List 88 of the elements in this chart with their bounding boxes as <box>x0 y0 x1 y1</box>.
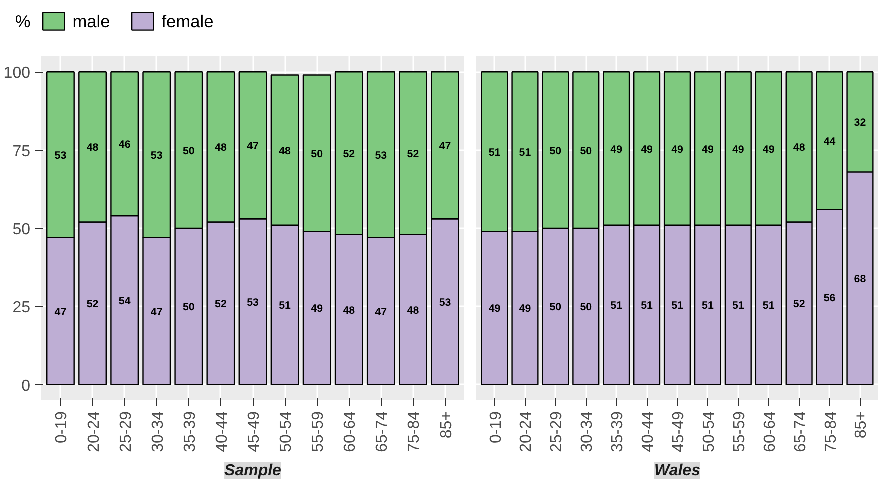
x-tick-label: 25-29 <box>118 411 135 452</box>
data-label: 48 <box>86 142 99 154</box>
data-label: 52 <box>86 298 99 311</box>
data-label: 51 <box>762 300 775 312</box>
x-tick-label: 55-59 <box>731 411 748 452</box>
data-label: 53 <box>375 150 388 162</box>
data-label: 51 <box>702 300 714 312</box>
data-label: 50 <box>580 302 592 314</box>
data-label: 52 <box>407 148 420 160</box>
data-label: 44 <box>824 136 836 148</box>
legend-title: % <box>15 12 31 32</box>
x-tick-label: 60-64 <box>762 411 779 452</box>
data-label: 47 <box>439 140 452 153</box>
x-tick-label: 50-54 <box>278 411 296 452</box>
data-label: 50 <box>550 302 562 314</box>
data-label: 53 <box>150 150 163 162</box>
data-label: 51 <box>488 146 501 159</box>
x-tick-label: 75-84 <box>406 411 424 452</box>
data-label: 53 <box>54 150 67 162</box>
data-label: 49 <box>519 303 532 316</box>
data-label: 48 <box>215 142 227 154</box>
x-tick-label: 30-34 <box>150 411 167 452</box>
data-label: 49 <box>610 144 623 156</box>
data-label: 51 <box>519 146 532 159</box>
data-label: 48 <box>343 304 356 317</box>
x-tick-label: 40-44 <box>214 411 231 452</box>
x-tick-label: 45-49 <box>246 411 263 452</box>
y-tick-label: 50 <box>12 222 31 238</box>
data-label: 56 <box>824 292 836 304</box>
data-label: 51 <box>641 300 654 312</box>
data-label: 48 <box>793 142 806 154</box>
data-label: 49 <box>311 303 324 316</box>
data-label: 49 <box>641 144 654 156</box>
data-label: 52 <box>343 148 356 160</box>
x-tick-label: 60-64 <box>342 411 360 452</box>
data-label: 47 <box>375 306 388 318</box>
data-label: 49 <box>762 144 775 156</box>
legend-label: female <box>162 12 214 32</box>
x-tick-label: 35-39 <box>610 411 627 452</box>
data-label: 54 <box>118 295 131 308</box>
legend-label: male <box>72 12 110 32</box>
x-tick-label: 85+ <box>853 412 870 439</box>
x-tick-label: 25-29 <box>548 411 566 452</box>
y-tick-label: 25 <box>12 300 31 317</box>
x-tick-label: 35-39 <box>182 411 199 452</box>
data-label: 49 <box>488 303 501 316</box>
y-tick-label: 0 <box>22 378 31 395</box>
data-label: 52 <box>215 298 227 311</box>
data-label: 47 <box>150 306 163 318</box>
x-tick-label: 0-19 <box>54 411 71 444</box>
data-label: 47 <box>247 140 259 153</box>
x-tick-label: 0-19 <box>488 411 505 444</box>
data-label: 48 <box>407 304 420 317</box>
x-tick-label: 75-84 <box>822 411 840 452</box>
data-label: 51 <box>279 300 292 312</box>
x-tick-label: 30-34 <box>579 411 596 452</box>
x-tick-label: 65-74 <box>374 411 392 452</box>
data-label: 51 <box>610 300 623 312</box>
data-label: 48 <box>279 145 292 158</box>
data-label: 49 <box>702 144 714 156</box>
data-label: 51 <box>732 300 744 312</box>
x-tick-label: 55-59 <box>310 411 328 452</box>
data-label: 53 <box>247 296 259 309</box>
data-label: 50 <box>550 145 562 158</box>
data-label: 52 <box>793 298 806 311</box>
data-label: 53 <box>439 296 452 309</box>
y-tick-label: 75 <box>12 143 31 160</box>
data-label: 32 <box>854 117 866 130</box>
x-tick-label: 45-49 <box>670 411 688 452</box>
data-label: 49 <box>732 144 744 156</box>
data-label: 50 <box>311 148 324 160</box>
x-tick-label: 40-44 <box>640 411 658 452</box>
x-tick-label: 85+ <box>438 412 456 439</box>
data-label: 49 <box>672 144 684 156</box>
data-label: 51 <box>672 300 684 312</box>
x-tick-label: 65-74 <box>792 411 810 452</box>
data-label: 50 <box>182 145 195 158</box>
text: Sample <box>224 462 282 480</box>
data-label: 47 <box>54 306 67 318</box>
data-label: 50 <box>580 145 592 158</box>
x-tick-label: 20-24 <box>518 411 536 452</box>
y-tick-label: 100 <box>4 65 31 82</box>
data-label: 50 <box>182 302 195 314</box>
text: Wales <box>654 462 701 480</box>
data-label: 68 <box>854 274 866 286</box>
x-tick-label: 20-24 <box>86 411 103 452</box>
x-tick-label: 50-54 <box>700 411 718 452</box>
data-label: 46 <box>118 139 131 152</box>
